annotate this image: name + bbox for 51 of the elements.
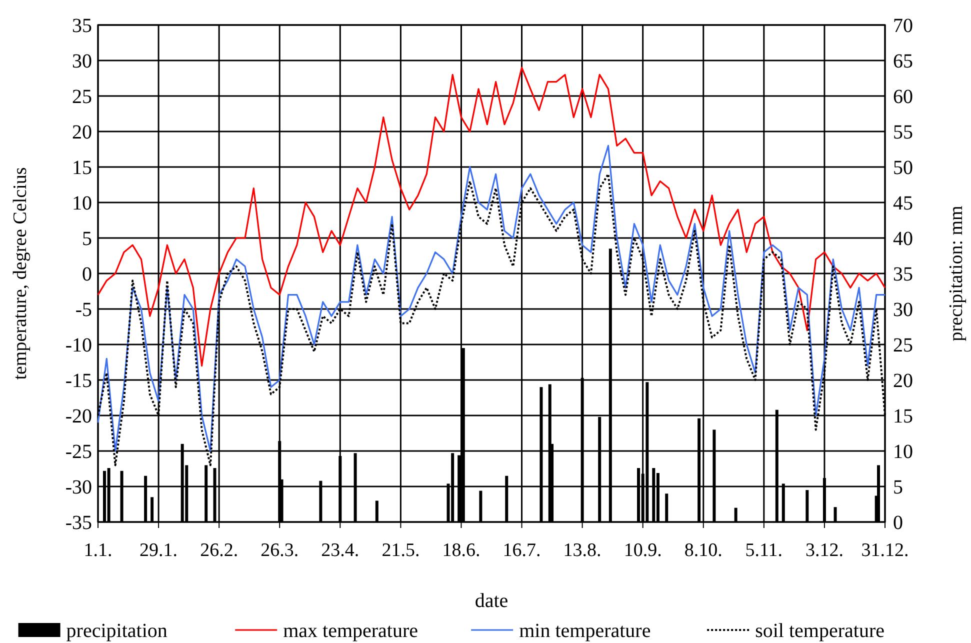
legend-label: max temperature bbox=[283, 620, 418, 642]
x-tick-label: 5.11. bbox=[745, 540, 783, 561]
y2-tick-label: 55 bbox=[893, 122, 913, 144]
x-tick-label: 21.5. bbox=[382, 540, 420, 561]
x-tick-label: 26.3. bbox=[260, 540, 299, 561]
y-tick-label: 30 bbox=[72, 50, 92, 72]
x-tick-label: 18.6. bbox=[442, 540, 480, 561]
y-tick-label: -20 bbox=[65, 406, 92, 428]
y-tick-label: -25 bbox=[65, 441, 92, 463]
y2-tick-label: 35 bbox=[893, 264, 913, 286]
x-tick-label: 16.7. bbox=[502, 540, 541, 561]
y-tick-label: 15 bbox=[72, 157, 92, 179]
y2-tick-label: 50 bbox=[893, 157, 913, 179]
y-tick-label: -15 bbox=[65, 370, 92, 392]
y-tick-label: 5 bbox=[82, 228, 92, 250]
y2-tick-label: 15 bbox=[893, 406, 913, 428]
legend-label: precipitation bbox=[66, 620, 168, 642]
y2-tick-label: 40 bbox=[893, 228, 913, 250]
y-tick-label: -30 bbox=[65, 476, 92, 498]
y2-tick-label: 45 bbox=[893, 192, 913, 214]
y2-tick-label: 25 bbox=[893, 334, 913, 356]
x-tick-label: 10.9. bbox=[624, 540, 662, 561]
y-tick-label: -10 bbox=[65, 334, 92, 356]
y-tick-label: 35 bbox=[72, 15, 92, 37]
y-tick-label: -35 bbox=[65, 512, 92, 534]
y-tick-label: 10 bbox=[72, 192, 92, 214]
y2-tick-label: 10 bbox=[893, 441, 913, 463]
x-tick-label: 3.12. bbox=[805, 540, 844, 561]
y2-tick-label: 30 bbox=[893, 299, 913, 321]
x-axis-title: date bbox=[474, 590, 508, 612]
y2-tick-label: 70 bbox=[893, 15, 913, 37]
y-tick-label: 0 bbox=[82, 264, 92, 286]
x-tick-label: 23.4. bbox=[321, 540, 360, 561]
x-tick-label: 29.1. bbox=[140, 540, 178, 561]
x-tick-label: 26.2. bbox=[200, 540, 238, 561]
x-tick-label: 13.8. bbox=[563, 540, 602, 561]
legend-label: soil temperature bbox=[755, 620, 885, 642]
legend-label: min temperature bbox=[519, 620, 651, 642]
y2-tick-label: 60 bbox=[893, 86, 913, 108]
x-tick-label: 8.10. bbox=[684, 540, 722, 561]
y2-tick-label: 0 bbox=[893, 512, 903, 534]
y-axis-title: temperature, degree Celcius bbox=[10, 167, 31, 380]
y2-tick-label: 65 bbox=[893, 50, 913, 72]
y2-tick-label: 5 bbox=[893, 476, 903, 498]
x-tick-label: 1.1. bbox=[84, 540, 112, 561]
y-tick-label: 25 bbox=[72, 86, 92, 108]
y2-axis-title: precipitation: mm bbox=[946, 205, 967, 342]
x-tick-label: 31.12. bbox=[861, 540, 909, 561]
y-tick-label: -5 bbox=[75, 299, 92, 321]
y-tick-label: 20 bbox=[72, 122, 92, 144]
y2-tick-label: 20 bbox=[893, 370, 913, 392]
